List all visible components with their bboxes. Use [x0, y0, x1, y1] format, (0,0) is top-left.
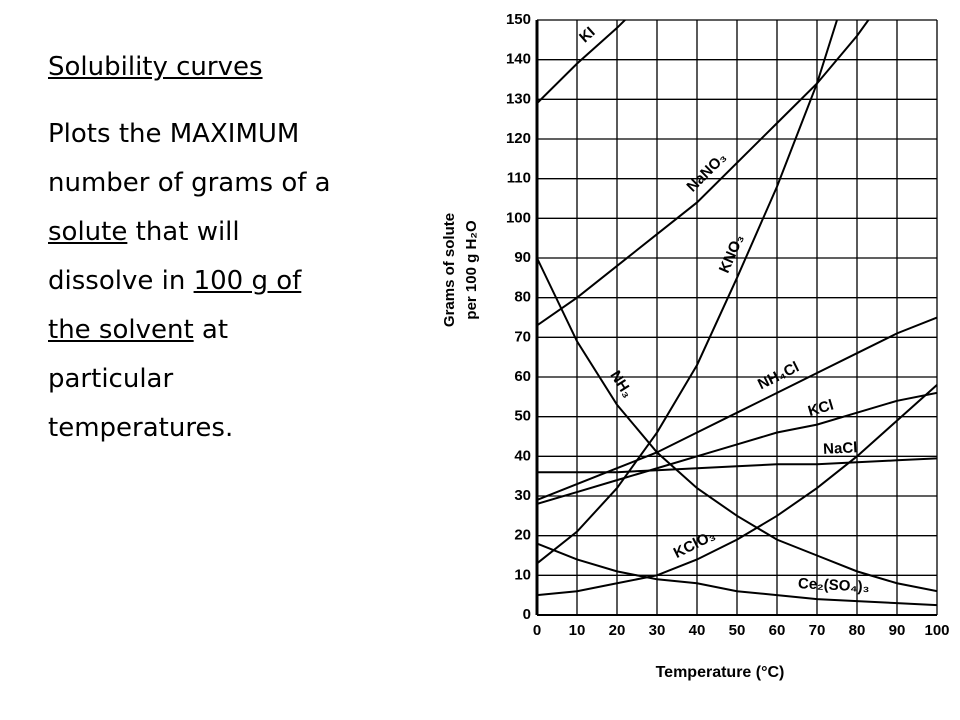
series-line: [537, 20, 870, 327]
x-tick-label: 40: [689, 622, 706, 639]
series-line: [537, 391, 937, 505]
y-tick-label: 70: [514, 328, 531, 345]
series-label: NH₄Cl: [755, 359, 802, 394]
text-segment: the solvent: [48, 315, 194, 345]
text-segment: at: [193, 315, 229, 345]
plot-lines: [537, 20, 937, 607]
series-line: [537, 20, 627, 105]
series-label: KClO₃: [671, 527, 718, 562]
x-tick-label: 70: [809, 622, 826, 639]
text-segment: dissolve in: [48, 266, 194, 296]
x-tick-label: 80: [849, 622, 866, 639]
y-tick-label: 90: [514, 249, 531, 266]
slide-title: Solubility curves: [48, 52, 263, 82]
y-tick-label: 120: [506, 130, 531, 147]
text-line: solute that will: [48, 208, 331, 257]
series-label: KCl: [806, 396, 836, 420]
series-line: [537, 316, 937, 501]
series-label: Ce₂(SO₄)₃: [798, 575, 870, 596]
x-tick-label: 0: [533, 622, 541, 639]
text-line: particular: [48, 355, 331, 404]
y-axis-label: per 100 g H₂O: [463, 220, 480, 320]
text-block: Solubility curves Plots the MAXIMUM numbe…: [48, 52, 331, 453]
series-label: NaCl: [823, 439, 858, 458]
text-segment: 100 g of: [193, 266, 302, 296]
y-tick-label: 60: [514, 368, 531, 385]
text-line: number of grams of a: [48, 159, 331, 208]
text-line: temperatures.: [48, 404, 331, 453]
series-line: [537, 542, 937, 607]
y-tick-label: 10: [514, 566, 531, 583]
y-tick-label: 110: [507, 170, 531, 187]
y-tick-label: 0: [523, 606, 531, 623]
text-segment: temperatures.: [48, 413, 234, 443]
y-tick-label: 80: [514, 289, 531, 306]
series-line: [537, 457, 937, 474]
y-tick-label: 20: [514, 527, 531, 544]
x-axis-label: Temperature (°C): [656, 664, 785, 681]
series-label: NaNO₃: [684, 149, 731, 195]
x-tick-label: 90: [889, 622, 906, 639]
y-axis-label: Grams of solute: [441, 213, 458, 327]
text-segment: particular: [48, 364, 174, 394]
y-tick-label: 150: [506, 11, 531, 28]
x-tick-label: 30: [649, 622, 666, 639]
text-line: dissolve in 100 g of: [48, 257, 331, 306]
x-tick-label: 10: [569, 622, 586, 639]
series-line: [537, 20, 839, 565]
y-tick-label: 40: [514, 447, 531, 464]
y-tick-label: 30: [514, 487, 531, 504]
text-line: Plots the MAXIMUM: [48, 110, 331, 159]
text-segment: solute: [48, 217, 128, 247]
x-tick-label: 60: [769, 622, 786, 639]
x-tick-label: 100: [924, 622, 949, 639]
y-tick-label: 50: [514, 408, 531, 425]
series-label: KNO₃: [716, 232, 748, 276]
y-tick-label: 140: [506, 51, 531, 68]
text-line: the solvent at: [48, 306, 331, 355]
series-line: [537, 257, 937, 593]
series-label: KI: [576, 24, 599, 47]
slide-body: Plots the MAXIMUM number of grams of a sol…: [48, 110, 331, 453]
y-tick-label: 100: [506, 209, 531, 226]
text-segment: that will: [127, 217, 240, 247]
series-line: [537, 384, 937, 597]
text-segment: Plots the MAXIMUM: [48, 119, 300, 149]
x-tick-label: 20: [609, 622, 626, 639]
y-tick-label: 130: [506, 90, 531, 107]
text-segment: number of grams of a: [48, 168, 331, 198]
x-tick-label: 50: [729, 622, 746, 639]
